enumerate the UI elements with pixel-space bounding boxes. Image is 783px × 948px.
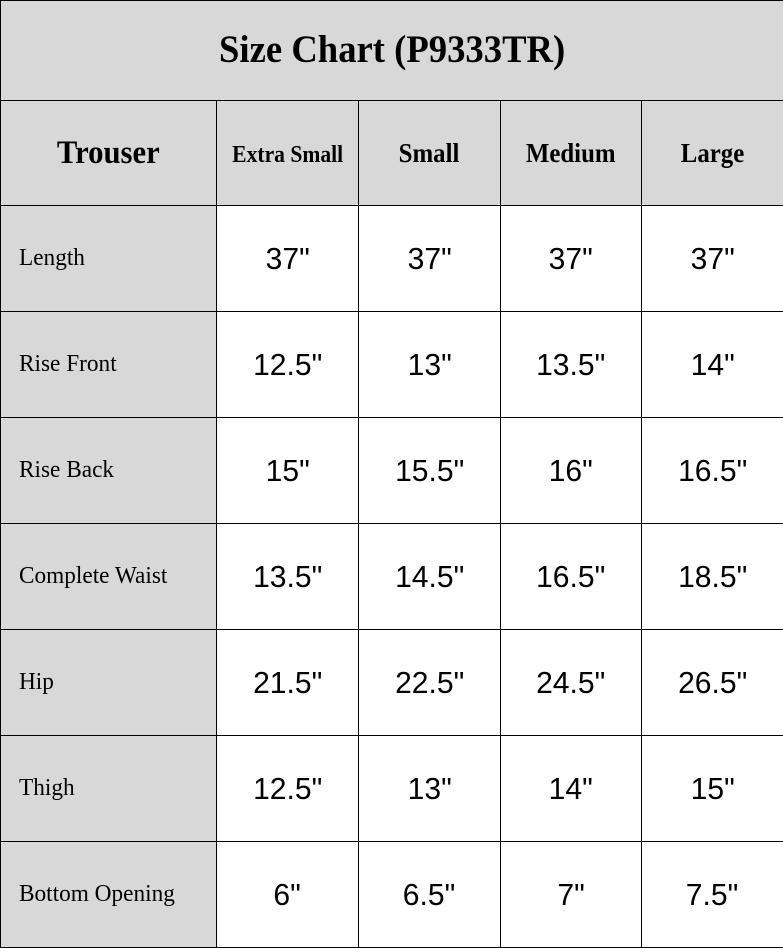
row-label-text: Bottom Opening	[19, 881, 175, 908]
data-cell-s: 14.5"	[359, 524, 501, 630]
data-cell-l: 16.5"	[642, 418, 783, 524]
measurement-value: 12.5"	[253, 771, 322, 807]
table-header-row: Trouser Extra Small Small Medium Large	[1, 101, 783, 206]
measurement-value: 14.5"	[395, 559, 464, 595]
header-label: Small	[399, 138, 460, 169]
row-label-cell: Complete Waist	[1, 524, 217, 630]
row-label-cell: Rise Back	[1, 418, 217, 524]
header-label: Large	[681, 138, 744, 169]
row-label-text: Hip	[19, 669, 54, 696]
measurement-value: 37"	[690, 241, 734, 277]
measurement-value: 13.5"	[536, 347, 605, 383]
row-label-cell: Bottom Opening	[1, 842, 217, 948]
table-row: Length 37" 37" 37" 37"	[1, 206, 783, 312]
measurement-value: 13"	[407, 347, 451, 383]
data-cell-s: 6.5"	[359, 842, 501, 948]
row-label-text: Thigh	[19, 775, 75, 802]
data-cell-xs: 15"	[217, 418, 359, 524]
measurement-value: 24.5"	[536, 665, 605, 701]
data-cell-xs: 6"	[217, 842, 359, 948]
data-cell-m: 16.5"	[501, 524, 642, 630]
data-cell-xs: 13.5"	[217, 524, 359, 630]
measurement-value: 13.5"	[253, 559, 322, 595]
header-cell-measurement: Trouser	[1, 101, 217, 206]
data-cell-l: 15"	[642, 736, 783, 842]
data-cell-xs: 12.5"	[217, 312, 359, 418]
data-cell-s: 13"	[359, 312, 501, 418]
data-cell-m: 37"	[501, 206, 642, 312]
row-label-cell: Hip	[1, 630, 217, 736]
table-row: Rise Back 15" 15.5" 16" 16.5"	[1, 418, 783, 524]
data-cell-s: 15.5"	[359, 418, 501, 524]
title-row: Size Chart (P9333TR)	[1, 1, 783, 101]
measurement-value: 37"	[549, 241, 593, 277]
data-cell-m: 24.5"	[501, 630, 642, 736]
data-cell-s: 13"	[359, 736, 501, 842]
row-label-text: Rise Front	[19, 351, 117, 378]
measurement-value: 37"	[407, 241, 451, 277]
chart-title-text: Size Chart (P9333TR)	[219, 30, 565, 71]
measurement-value: 26.5"	[678, 665, 747, 701]
row-label-text: Rise Back	[19, 457, 114, 484]
data-cell-l: 18.5"	[642, 524, 783, 630]
table-row: Rise Front 12.5" 13" 13.5" 14"	[1, 312, 783, 418]
measurement-value: 18.5"	[678, 559, 747, 595]
measurement-value: 16.5"	[536, 559, 605, 595]
measurement-value: 22.5"	[395, 665, 464, 701]
measurement-value: 15"	[265, 453, 309, 489]
header-cell-s: Small	[359, 101, 501, 206]
header-cell-xs: Extra Small	[217, 101, 359, 206]
measurement-value: 7"	[557, 877, 584, 913]
header-label: Trouser	[57, 135, 160, 172]
row-label-text: Length	[19, 245, 85, 272]
measurement-value: 21.5"	[253, 665, 322, 701]
measurement-value: 15"	[690, 771, 734, 807]
measurement-value: 37"	[265, 241, 309, 277]
data-cell-l: 14"	[642, 312, 783, 418]
row-label-cell: Rise Front	[1, 312, 217, 418]
data-cell-xs: 12.5"	[217, 736, 359, 842]
data-cell-xs: 37"	[217, 206, 359, 312]
header-cell-m: Medium	[501, 101, 642, 206]
data-cell-xs: 21.5"	[217, 630, 359, 736]
measurement-value: 12.5"	[253, 347, 322, 383]
row-label-text: Complete Waist	[19, 563, 167, 590]
data-cell-m: 16"	[501, 418, 642, 524]
chart-title: Size Chart (P9333TR)	[1, 1, 783, 101]
measurement-value: 13"	[407, 771, 451, 807]
data-cell-l: 37"	[642, 206, 783, 312]
measurement-value: 14"	[549, 771, 593, 807]
table-row: Hip 21.5" 22.5" 24.5" 26.5"	[1, 630, 783, 736]
measurement-value: 6"	[274, 877, 301, 913]
data-cell-m: 13.5"	[501, 312, 642, 418]
measurement-value: 15.5"	[395, 453, 464, 489]
table-row: Thigh 12.5" 13" 14" 15"	[1, 736, 783, 842]
data-cell-m: 7"	[501, 842, 642, 948]
table-row: Bottom Opening 6" 6.5" 7" 7.5"	[1, 842, 783, 948]
data-cell-s: 22.5"	[359, 630, 501, 736]
measurement-value: 16.5"	[678, 453, 747, 489]
measurement-value: 6.5"	[403, 877, 455, 913]
header-label: Extra Small	[232, 142, 343, 169]
table-row: Complete Waist 13.5" 14.5" 16.5" 18.5"	[1, 524, 783, 630]
measurement-value: 14"	[690, 347, 734, 383]
row-label-cell: Thigh	[1, 736, 217, 842]
data-cell-l: 26.5"	[642, 630, 783, 736]
measurement-value: 7.5"	[686, 877, 738, 913]
header-label: Medium	[526, 138, 616, 169]
data-cell-m: 14"	[501, 736, 642, 842]
data-cell-s: 37"	[359, 206, 501, 312]
measurement-value: 16"	[549, 453, 593, 489]
header-cell-l: Large	[642, 101, 783, 206]
row-label-cell: Length	[1, 206, 217, 312]
data-cell-l: 7.5"	[642, 842, 783, 948]
